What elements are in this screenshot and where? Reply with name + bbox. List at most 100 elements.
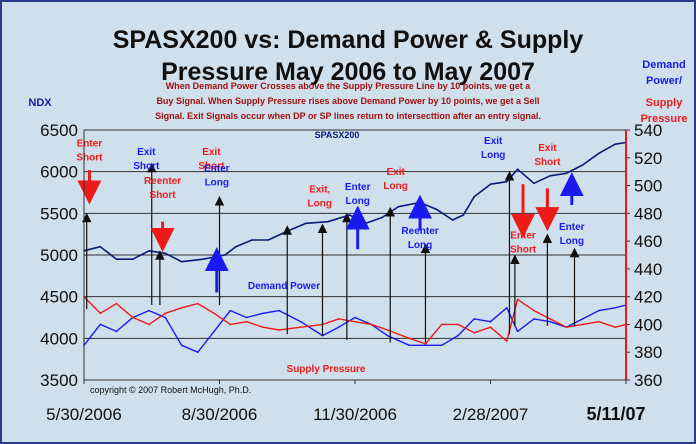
- series-point: [148, 250, 150, 252]
- series-point: [148, 309, 150, 312]
- series-label-supply: Supply Pressure: [287, 364, 366, 375]
- series-point: [267, 239, 270, 241]
- series-point: [386, 334, 389, 337]
- series-point: [440, 323, 443, 326]
- signal-label: Long: [345, 196, 369, 207]
- series-point: [381, 216, 383, 219]
- series-point: [148, 323, 150, 326]
- left-tick-label: 5500: [40, 204, 78, 223]
- series-point: [424, 344, 427, 347]
- series-point: [115, 302, 118, 305]
- series-line-index: [83, 141, 627, 263]
- series-point: [565, 172, 568, 175]
- series-point: [516, 330, 519, 333]
- subtitle-line-2: Buy Signal. When Supply Pressure rises a…: [156, 96, 539, 106]
- right-tick-label: 480: [634, 204, 662, 223]
- series-label-index: SPASX200: [315, 130, 360, 140]
- series-point: [229, 323, 232, 326]
- subtitle-line-3: Signal. Exit Signals occur when DP or SP…: [155, 111, 541, 121]
- series-point: [354, 320, 356, 323]
- series-point: [516, 298, 519, 301]
- series-point: [202, 258, 205, 260]
- series-point: [462, 214, 465, 216]
- chart-title-line2: Pressure May 2006 to May 2007: [161, 58, 535, 86]
- series-point: [99, 245, 102, 248]
- series-point: [473, 318, 476, 320]
- series-line-supply: [83, 296, 627, 345]
- series-point: [245, 316, 248, 319]
- annotation-layer: EnterShortExitShortReenterShortExitShort…: [76, 136, 585, 343]
- x-tick-label: 11/30/2006: [313, 405, 397, 424]
- series-point: [598, 309, 600, 312]
- series-point: [213, 312, 215, 315]
- signal-label: Exit: [484, 136, 503, 147]
- series-point: [435, 208, 438, 210]
- series-point: [549, 318, 551, 320]
- left-tick-label: 4500: [40, 288, 78, 307]
- left-tick-label: 5000: [40, 246, 78, 265]
- series-point: [473, 331, 476, 334]
- series-point: [251, 239, 253, 241]
- signal-label: Reenter: [401, 226, 438, 237]
- series-point: [505, 306, 508, 309]
- left-tick-label: 6500: [40, 121, 78, 140]
- series-point: [131, 258, 134, 260]
- signal-label: Reenter: [144, 176, 181, 187]
- signal-label: Exit: [202, 147, 221, 158]
- series-point: [516, 168, 519, 170]
- series-point: [614, 306, 616, 309]
- series-point: [489, 326, 492, 329]
- series-line-demand: [83, 304, 627, 353]
- series-point: [348, 214, 351, 216]
- signal-label: Short: [198, 161, 225, 172]
- left-tick-label: 6000: [40, 163, 78, 182]
- series-point: [397, 205, 400, 208]
- signal-label: Enter: [204, 164, 230, 175]
- series-point: [581, 318, 584, 320]
- series-point: [164, 252, 167, 255]
- series-point: [424, 343, 427, 345]
- right-tick-label: 380: [634, 343, 662, 362]
- signal-label: Enter: [77, 139, 103, 150]
- series-point: [614, 326, 616, 329]
- left-tick-label: 4000: [40, 329, 78, 348]
- series-label-demand: Demand Power: [248, 281, 320, 292]
- right-axis-label-2: Power/: [646, 75, 682, 87]
- signal-label: Exit,: [309, 185, 330, 196]
- series-point: [245, 320, 248, 323]
- signal-label: Short: [150, 190, 177, 201]
- series-point: [440, 344, 443, 347]
- series-point: [229, 309, 232, 312]
- signal-label: Exit: [386, 167, 405, 178]
- series-point: [99, 312, 102, 315]
- series-point: [533, 182, 535, 185]
- series-point: [131, 316, 134, 319]
- series-point: [473, 195, 476, 198]
- series-point: [300, 326, 302, 329]
- left-tick-label: 3500: [40, 371, 78, 390]
- signal-label: Long: [205, 178, 229, 189]
- right-axis-label-1: Demand: [642, 59, 685, 71]
- x-tick-label: 8/30/2006: [182, 405, 258, 424]
- series-point: [549, 320, 551, 323]
- series-point: [99, 323, 102, 326]
- series-point: [164, 312, 167, 315]
- series-point: [505, 180, 508, 183]
- right-tick-label: 540: [634, 121, 662, 140]
- series-point: [337, 318, 340, 320]
- series-point: [533, 309, 535, 312]
- series-point: [598, 320, 600, 323]
- series-point: [213, 330, 215, 333]
- signal-label: Short: [510, 244, 537, 255]
- right-tick-label: 400: [634, 315, 662, 334]
- series-point: [533, 318, 535, 320]
- series-point: [180, 260, 183, 263]
- signal-label: Enter: [345, 182, 371, 193]
- series-point: [327, 220, 329, 223]
- series-point: [305, 222, 308, 225]
- x-tick-label: 2/28/2007: [453, 405, 529, 424]
- signal-label: Long: [308, 199, 332, 210]
- series-point: [419, 201, 421, 204]
